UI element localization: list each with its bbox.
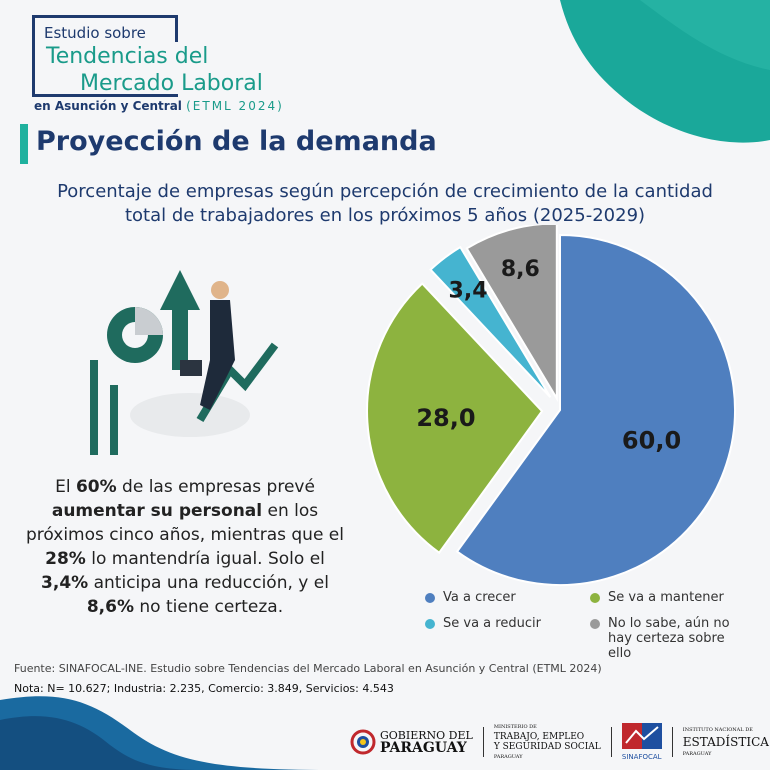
source-note: Fuente: SINAFOCAL-INE. Estudio sobre Ten… [14, 662, 602, 675]
pie-slice-1 [366, 282, 544, 555]
logos-bar: GOBIERNO DEL PARAGUAY MINISTERIO DE TRABAJ… [350, 722, 769, 762]
summary-bold: 3,4% [41, 573, 89, 593]
sample-note: Nota: N= 10.627; Industria: 2.235, Comer… [14, 682, 394, 695]
legend-swatch [425, 619, 435, 629]
logo-text: TRABAJO, EMPLEO [493, 732, 585, 742]
logo-mtess: MINISTERIO DE TRABAJO, EMPLEO Y SEGURIDAD … [494, 722, 601, 762]
logo-text: SINAFOCAL [621, 753, 662, 761]
chart-subtitle: Porcentaje de empresas según percepción … [0, 180, 770, 228]
legend-label: No lo sabe, aún no hay certeza sobre ell… [608, 616, 730, 661]
summary-part: de las empresas prevé [116, 477, 315, 497]
paraguay-seal-icon [350, 729, 376, 755]
summary-bold: aumentar su personal [51, 501, 263, 521]
header-tag: (ETML 2024) [186, 99, 284, 113]
subtitle-line2: total de trabajadores en los próximos 5 … [124, 205, 646, 226]
legend-item-reducir: Se va a reducir [425, 616, 541, 631]
header-frame-tick [175, 15, 178, 42]
pie-data-label: 60,0 [622, 427, 681, 455]
header-line1: Estudio sobre [44, 24, 146, 42]
pie-slice-0 [455, 233, 736, 586]
pie-data-label: 8,6 [501, 257, 540, 282]
pie-slice-3 [465, 225, 558, 403]
sinafocal-icon [621, 723, 662, 749]
pie-data-label: 28,0 [416, 404, 475, 432]
summary-bold: 60% [75, 477, 117, 497]
header-frame [32, 15, 178, 97]
legend-item-no-sabe: No lo sabe, aún no hay certeza sobre ell… [590, 616, 750, 661]
pie-slice-2 [429, 245, 552, 398]
logo-text: PARAGUAY [682, 751, 712, 757]
logo-ine: INSTITUTO NACIONAL DE ESTADÍSTICA PARAGUAY [683, 724, 769, 760]
legend-swatch [590, 593, 600, 603]
title-accent-bar [20, 124, 28, 164]
summary-part: anticipa una reducción, y el [88, 573, 329, 593]
header-line4: en Asunción y Central (ETML 2024) [34, 99, 284, 113]
summary-text: El 60% de las empresas prevé aumentar su… [20, 475, 350, 619]
businessman-growth-illustration [90, 270, 279, 455]
logo-text: PARAGUAY [380, 740, 467, 756]
summary-part: lo mantendría igual. Solo el [85, 549, 325, 569]
logo-text: MINISTERIO DE [493, 724, 537, 730]
legend-swatch [425, 593, 435, 603]
header-line3: Mercado Laboral [80, 71, 263, 96]
legend-item-mantener: Se va a mantener [590, 590, 724, 605]
logo-gobierno: GOBIERNO DEL PARAGUAY [350, 729, 473, 755]
logo-text: Y SEGURIDAD SOCIAL [493, 742, 601, 752]
logo-text: PARAGUAY [493, 754, 523, 760]
legend-item-crecer: Va a crecer [425, 590, 516, 605]
summary-part: en los próximos cinco años, mientras que… [25, 501, 344, 545]
legend-swatch [590, 619, 600, 629]
pie-data-label: 3,4 [449, 278, 488, 303]
summary-bold: 8,6% [86, 597, 134, 617]
header-line4-text: en Asunción y Central [34, 99, 182, 113]
logo-sinafocal: SINAFOCAL [621, 723, 662, 761]
legend-label: Va a crecer [443, 590, 516, 605]
logo-text: GOBIERNO DEL [380, 729, 473, 742]
header-line2: Tendencias del [46, 44, 209, 69]
subtitle-line1: Porcentaje de empresas según percepción … [57, 181, 713, 202]
logo-text: ESTADÍSTICA [682, 735, 769, 749]
pie-chart: 60,0 28,0 3,4 8,6 [366, 225, 736, 586]
legend-label: Se va a reducir [443, 616, 541, 631]
summary-part: El [55, 477, 76, 497]
summary-bold: 28% [45, 549, 86, 569]
logo-text: INSTITUTO NACIONAL DE [682, 727, 753, 733]
summary-part: no tiene certeza. [134, 597, 284, 617]
page-title: Proyección de la demanda [36, 126, 437, 157]
legend-label: Se va a mantener [608, 590, 724, 605]
